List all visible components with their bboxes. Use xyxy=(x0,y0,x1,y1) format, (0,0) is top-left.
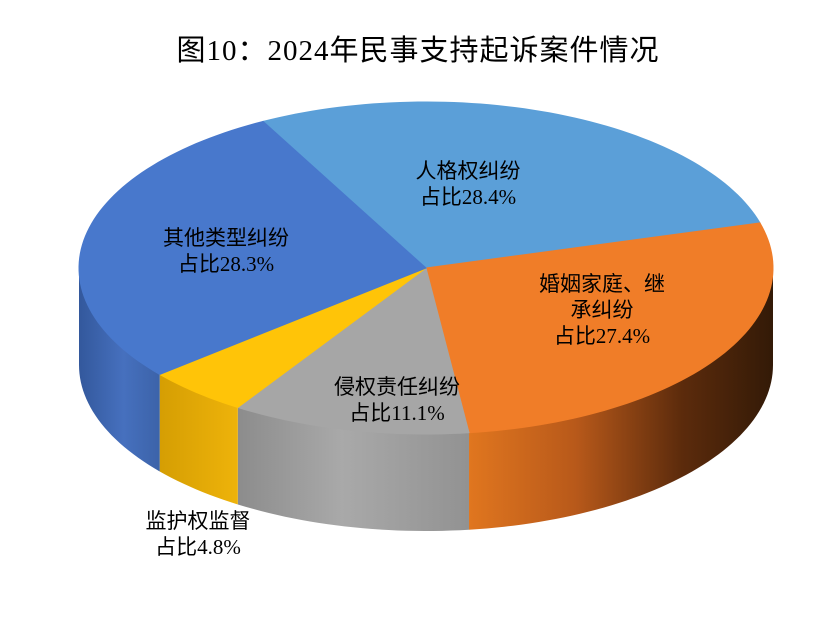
slice-label-0: 人格权纠纷占比28.4% xyxy=(416,159,521,209)
slice-label-1: 婚姻家庭、继承纠纷占比27.4% xyxy=(539,272,665,348)
pie-slice-side-4 xyxy=(79,268,160,472)
pie-data-labels: 人格权纠纷占比28.4% 婚姻家庭、继承纠纷占比27.4% 侵权责任纠纷占比11.1… xyxy=(146,159,666,559)
slice-label-4: 其他类型纠纷占比28.3% xyxy=(163,226,289,276)
pie-top-faces xyxy=(78,101,774,435)
slice-label-3: 监护权监督占比4.8% xyxy=(146,509,251,559)
pie-slice-4 xyxy=(78,120,427,375)
chart-title: 图10：2024年民事支持起诉案件情况 xyxy=(176,35,660,67)
slice-label-2: 侵权责任纠纷占比11.1% xyxy=(334,375,460,425)
pie-slice-3 xyxy=(158,267,427,409)
pie-slice-side-3 xyxy=(159,374,238,505)
pie-slice-1 xyxy=(425,222,774,434)
pie-slice-2 xyxy=(236,267,470,435)
pie-side-faces xyxy=(79,268,773,531)
pie-slice-0 xyxy=(262,101,761,269)
pie-slice-side-1 xyxy=(469,268,773,530)
pie-slice-side-2 xyxy=(237,407,470,531)
